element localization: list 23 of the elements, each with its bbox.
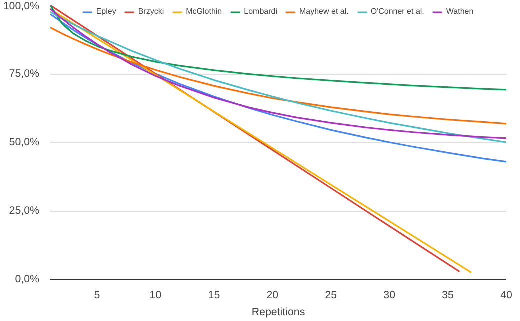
line-series — [50, 6, 506, 91]
y-tick-label: 25,0% — [9, 205, 40, 217]
legend-label: Brzycki — [138, 7, 164, 16]
legend-label: Epley — [96, 7, 116, 16]
x-tick-label: 35 — [442, 290, 454, 302]
legend-label: Wathen — [446, 7, 474, 16]
x-tick-label: 10 — [150, 290, 162, 302]
x-tick-label: 30 — [384, 290, 396, 302]
x-tick-label: 15 — [208, 290, 220, 302]
legend-label: McGlothin — [186, 7, 222, 16]
x-tick-label: 25 — [325, 290, 338, 302]
line-series — [50, 26, 506, 125]
y-tick-label: 75,0% — [9, 68, 40, 80]
y-tick-label: 100,0% — [3, 0, 40, 12]
legend-label: O'Conner et al. — [370, 7, 424, 16]
y-tick-label: 50,0% — [9, 136, 40, 148]
x-axis-title: Repetitions — [252, 306, 306, 318]
legend-label: Lombardi — [244, 7, 278, 16]
y-tick-label: 0,0% — [15, 274, 40, 286]
x-tick-label: 5 — [94, 290, 100, 302]
x-tick-label: 40 — [500, 290, 512, 302]
legend-label: Mayhew et al. — [299, 7, 349, 16]
x-tick-label: 20 — [266, 290, 279, 302]
